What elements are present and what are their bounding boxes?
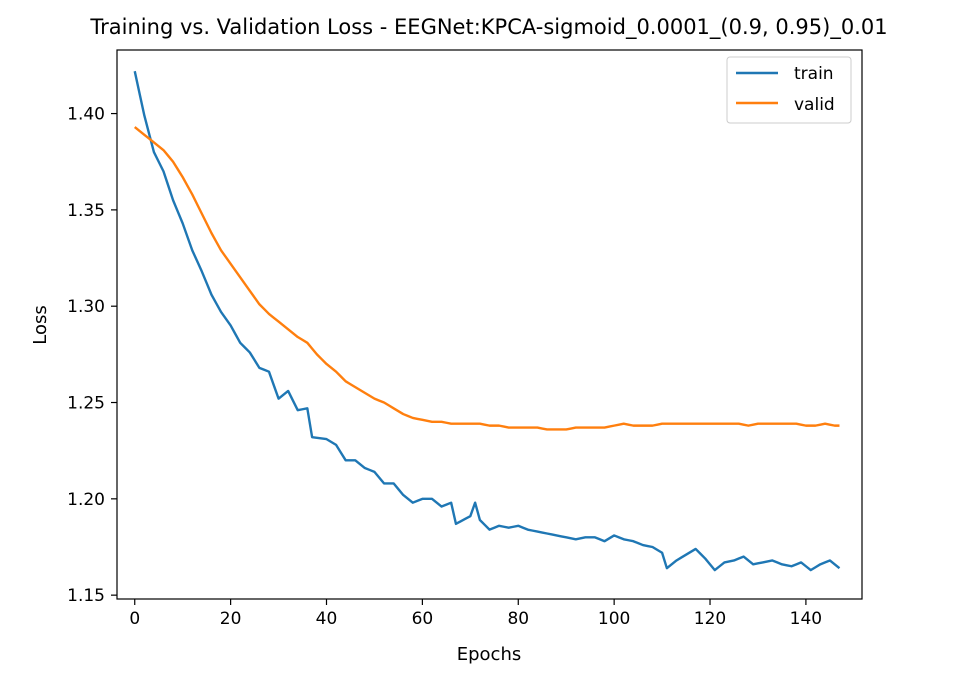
- x-tick-label: 40: [316, 609, 338, 629]
- x-tick-label: 80: [507, 609, 529, 629]
- legend-train-label: train: [794, 64, 834, 84]
- y-tick-label: 1.20: [67, 490, 105, 510]
- series-line-train: [133, 70, 841, 572]
- y-tick-label: 1.15: [67, 586, 105, 606]
- x-axis-label: Epochs: [457, 644, 522, 665]
- legend: train valid: [726, 56, 852, 124]
- x-tick-label: 0: [129, 609, 140, 629]
- y-tick-label: 1.40: [67, 105, 105, 125]
- series-line-valid: [133, 126, 840, 431]
- axes-frame: [116, 49, 863, 600]
- plot-area: [133, 70, 841, 572]
- legend-valid-label: valid: [794, 95, 835, 115]
- x-tick-label: 140: [790, 609, 822, 629]
- chart-title: Training vs. Validation Loss - EEGNet:KP…: [89, 15, 887, 40]
- x-tick-label: 60: [412, 609, 434, 629]
- y-axis: 1.15 1.20 1.25 1.30 1.35 1.40: [67, 105, 117, 606]
- y-tick-label: 1.25: [67, 394, 105, 414]
- y-tick-label: 1.35: [67, 201, 105, 221]
- x-tick-label: 100: [598, 609, 630, 629]
- y-tick-label: 1.30: [67, 297, 105, 317]
- y-axis-label: Loss: [30, 305, 51, 344]
- x-tick-label: 120: [694, 609, 726, 629]
- x-tick-label: 20: [220, 609, 242, 629]
- x-axis: 0 20 40 60 80 100 120 140: [129, 599, 822, 629]
